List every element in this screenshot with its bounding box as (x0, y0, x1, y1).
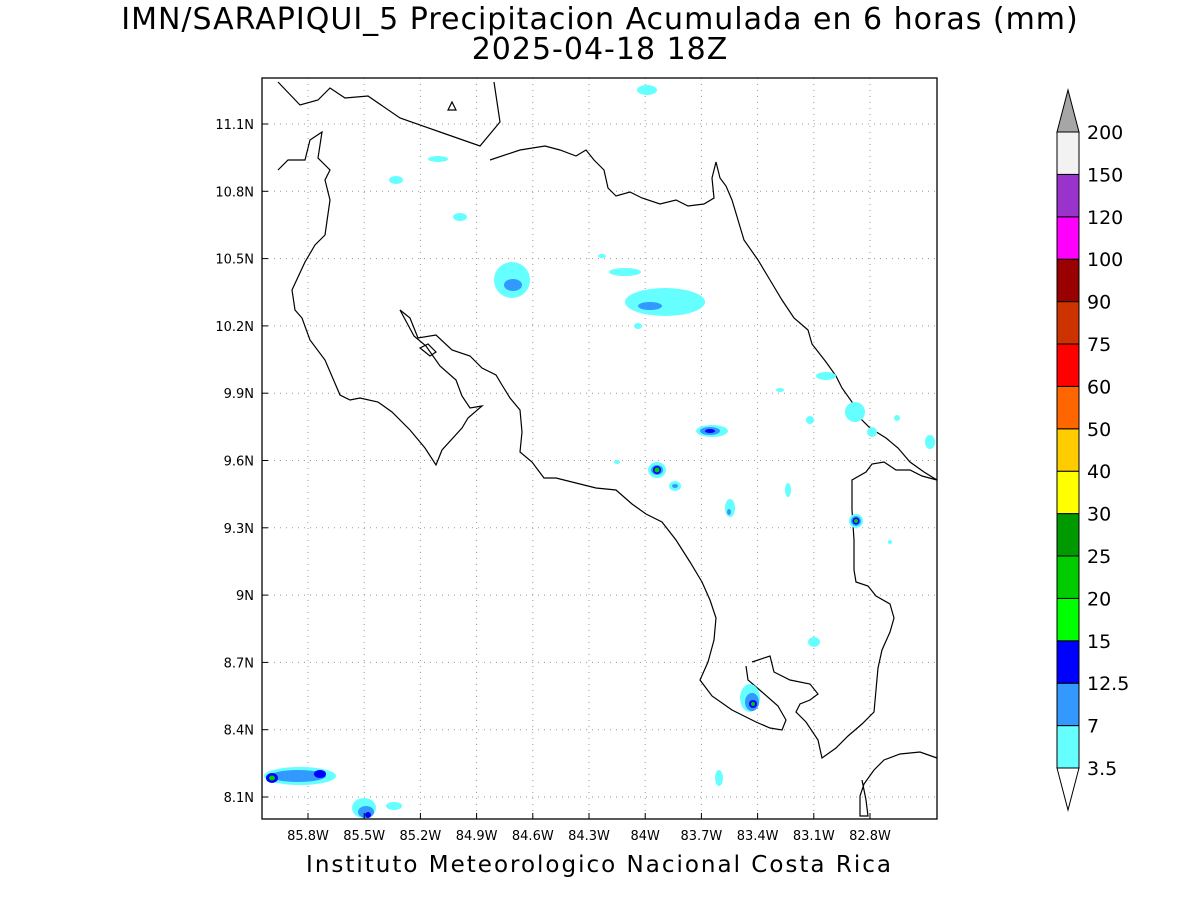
colorbar-label: 20 (1087, 588, 1111, 610)
colorbar: 3.5 7 12.5 15 20 25 30 40 50 60 75 90 100 120 150 200 (1056, 88, 1129, 812)
map-datetime: 2025-04-18 18Z (471, 32, 729, 67)
colorbar-label: 200 (1087, 122, 1123, 144)
y-tick-label: 9N (236, 589, 254, 604)
precip-shading (264, 85, 935, 818)
colorbar-segment (1056, 216, 1080, 260)
colorbar-segment (1056, 385, 1080, 430)
colorbar-label: 30 (1087, 504, 1111, 526)
x-tick-label: 85.8W (287, 829, 329, 844)
colorbar-label: 40 (1087, 461, 1111, 483)
x-tick-label: 83.7W (680, 829, 722, 844)
y-tick-label: 9.6N (224, 455, 254, 470)
colorbar-top-arrow (1056, 88, 1080, 133)
colorbar-segment (1056, 725, 1080, 769)
x-tick-label: 83.4W (737, 829, 779, 844)
colorbar-label: 25 (1087, 546, 1111, 568)
footer-credit: Instituto Meteorologico Nacional Costa R… (306, 852, 893, 878)
y-tick-label: 8.4N (224, 724, 254, 739)
colorbar-label: 75 (1087, 334, 1111, 356)
y-axis-labels: 11.1N 10.8N 10.5N 10.2N 9.9N 9.6N 9.3N 9N 8.7N 8.… (215, 118, 268, 806)
y-tick-label: 11.1N (215, 118, 254, 133)
colorbar-label: 60 (1087, 376, 1111, 398)
colorbar-label: 150 (1087, 164, 1123, 186)
colorbar-segment (1056, 640, 1080, 684)
colorbar-segment (1056, 258, 1080, 303)
colorbar-label: 50 (1087, 419, 1111, 441)
colorbar-segment (1056, 301, 1080, 345)
colorbar-label: 120 (1087, 207, 1123, 229)
y-tick-label: 9.9N (224, 387, 254, 402)
colorbar-segment (1056, 173, 1080, 218)
x-tick-label: 83.1W (793, 829, 835, 844)
y-tick-label: 8.7N (224, 656, 254, 671)
colorbar-segment (1056, 470, 1080, 515)
y-tick-label: 10.2N (215, 320, 254, 335)
x-tick-label: 85.2W (399, 829, 441, 844)
x-tick-label: 82.8W (849, 829, 891, 844)
colorbar-bottom-arrow (1056, 767, 1080, 812)
colorbar-segment (1056, 428, 1080, 472)
colorbar-segment (1056, 597, 1080, 642)
y-tick-label: 9.3N (224, 522, 254, 537)
x-tick-label: 84.6W (512, 829, 554, 844)
colorbar-segment (1056, 682, 1080, 727)
y-tick-label: 10.8N (215, 185, 254, 200)
x-tick-label: 84.9W (456, 829, 498, 844)
map-panel (261, 77, 938, 820)
colorbar-label: 12.5 (1087, 673, 1129, 695)
colorbar-segment (1056, 555, 1080, 599)
colorbar-label: 100 (1087, 249, 1123, 271)
x-tick-label: 84.3W (568, 829, 610, 844)
colorbar-label: 3.5 (1087, 758, 1117, 780)
x-tick-label: 84W (630, 829, 660, 844)
y-tick-label: 10.5N (215, 253, 254, 268)
colorbar-segment (1056, 131, 1080, 175)
colorbar-segment (1056, 343, 1080, 387)
colorbar-label: 7 (1087, 716, 1099, 738)
x-tick-label: 85.5W (343, 829, 385, 844)
colorbar-segment (1056, 513, 1080, 557)
x-axis-labels: 85.8W 85.5W 85.2W 84.9W 84.6W 84.3W 84W 83.7W 83… (287, 813, 891, 844)
map-title: IMN/SARAPIQUI_5 Precipitacion Acumulada … (121, 2, 1079, 37)
y-tick-label: 8.1N (224, 791, 254, 806)
colorbar-label: 90 (1087, 292, 1111, 314)
colorbar-label: 15 (1087, 631, 1111, 653)
